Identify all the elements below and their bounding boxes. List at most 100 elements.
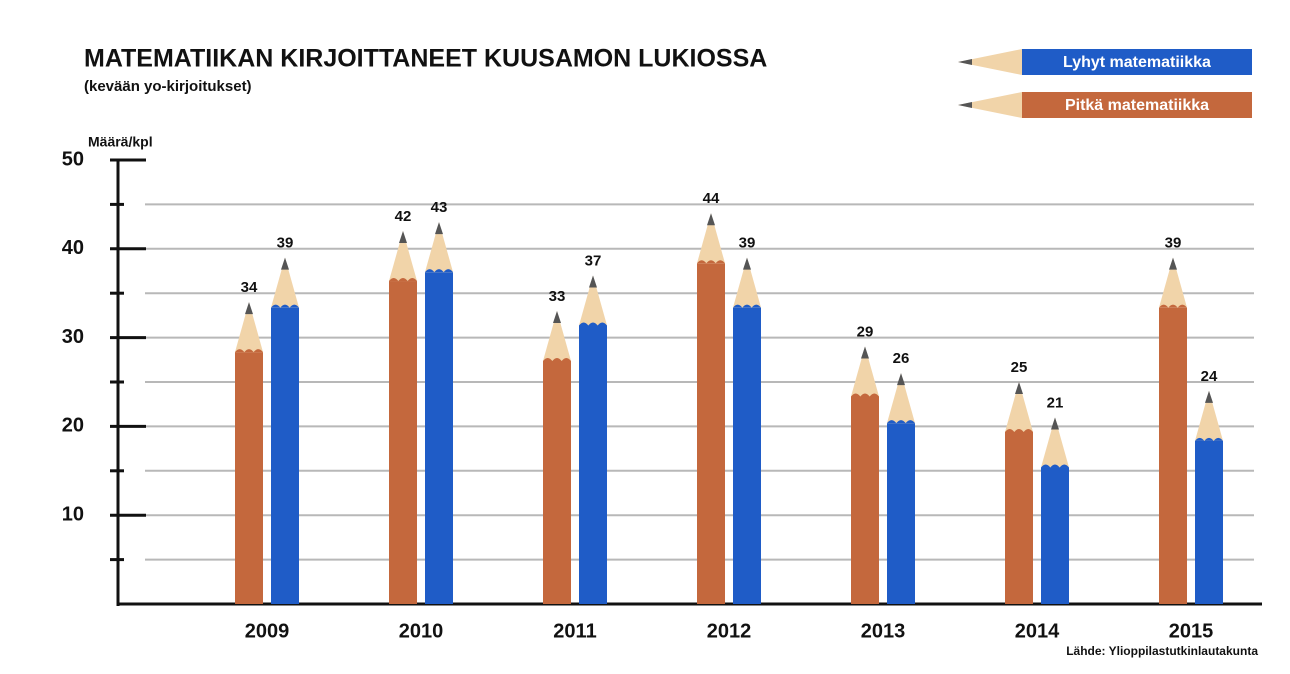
data-label: 44 [703,190,720,207]
pencil-body [543,360,571,604]
pencil-bar [389,231,418,604]
pencil-scallop [851,393,879,397]
pencil-bar [1005,382,1033,604]
chart-subtitle: (kevään yo-kirjoitukset) [84,78,252,95]
pencil-scallop [1041,464,1070,468]
pencil-bar [543,310,571,604]
pencil-bar [1195,390,1224,604]
x-tick-label: 2013 [861,620,906,642]
data-label: 39 [277,235,294,252]
pencil-wood [1159,257,1187,308]
legend-lead [958,102,972,108]
data-label: 29 [857,323,874,340]
legend-wood [958,49,1022,75]
data-label: 37 [585,252,602,269]
pencil-wood [1005,382,1033,432]
legend-item: Pitkä matematiikka [958,92,1252,118]
pencil-lead [897,373,905,386]
pencil-wood [851,346,879,397]
pencil-lead [707,213,715,226]
x-tick-label: 2009 [245,620,290,642]
pencil-wood [1195,390,1223,441]
pencil-lead [435,222,443,235]
pencil-lead [1051,417,1059,430]
pencil-scallop [543,357,571,361]
pencil-body [389,281,417,604]
pencil-lead [861,346,869,359]
y-axis-label: Määrä/kpl [88,134,153,150]
x-tick-label: 2015 [1169,620,1214,642]
pencil-body [579,325,607,604]
pencil-lead [399,231,407,244]
pencil-lead [553,310,561,323]
pencil-scallop [235,349,263,353]
pencil-lead [1169,257,1177,270]
data-label: 24 [1201,368,1218,385]
pencil-bar [1159,257,1188,604]
pencil-body [1005,432,1033,604]
x-tick-label: 2012 [707,620,752,642]
data-label: 33 [549,288,566,305]
pencil-lead [1015,382,1023,394]
pencil-scallop [579,322,607,326]
pencil-lead [281,257,289,270]
pencil-bar [697,213,725,604]
pencil-wood [1041,417,1069,468]
y-tick-label: 40 [62,237,84,259]
data-label: 39 [1165,235,1182,252]
pencil-wood [733,257,761,308]
legend-wood [958,92,1022,118]
chart-title: MATEMATIIKAN KIRJOITTANEET KUUSAMON LUKI… [84,45,767,73]
data-label: 25 [1011,359,1028,376]
x-tick-label: 2010 [399,620,444,642]
pencil-body [697,263,725,604]
source-note: Lähde: Ylioppilastutkinlautakunta [1066,644,1258,658]
pencil-scallop [425,269,454,273]
y-tick-label: 20 [62,415,84,437]
pencil-wood [887,373,915,424]
pencil-scallop [1005,429,1033,432]
pencil-wood [271,257,299,308]
pencil-scallop [389,278,418,282]
pencil-scallop [1195,437,1224,441]
data-label: 39 [739,235,756,252]
pencil-lead [245,302,253,315]
pencil-scallop [271,304,300,308]
pencil-body [271,307,299,604]
data-label: 42 [395,208,412,225]
pencil-body [235,352,263,604]
pencil-lead [1205,390,1213,403]
pencil-bar [425,222,454,604]
data-label: 21 [1047,394,1064,411]
legend-item: Lyhyt matematiikka [958,49,1252,75]
pencil-bar [235,302,263,604]
pencil-bar [733,257,761,604]
legend-body [1022,92,1252,118]
pencil-scallop [697,260,725,264]
pencil-wood [235,302,263,353]
pencil-wood [543,310,571,361]
pencil-wood [579,275,607,326]
pencil-body [1159,307,1187,604]
pencil-wood [697,213,725,264]
legend-label: Lyhyt matematiikka [1063,54,1211,71]
pencil-scallop [1159,304,1188,308]
pencil-body [425,272,453,604]
x-tick-label: 2011 [553,620,596,642]
pencil-lead [743,257,751,270]
y-tick-label: 10 [62,503,84,525]
pencil-body [887,423,915,604]
pencil-scallop [733,304,761,308]
pencil-wood [389,231,417,282]
pencil-scallop [887,420,915,424]
pencil-bar [579,275,607,604]
data-label: 26 [893,350,910,367]
pencil-bar [271,257,300,604]
pencil-body [1195,440,1223,604]
pencil-bar [851,346,879,604]
pencil-bar [1041,417,1070,604]
pencil-bar [887,373,915,604]
legend-body [1022,49,1252,75]
pencil-body [1041,467,1069,604]
pencil-body [851,396,879,604]
